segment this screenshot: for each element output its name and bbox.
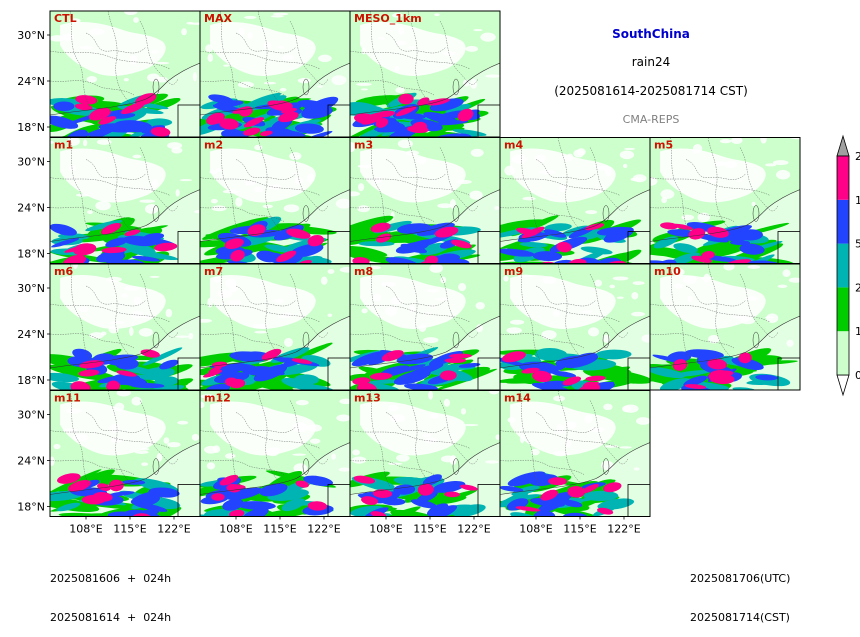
panel-label: m2 [204, 139, 223, 152]
map-panel-meso_1km: MESO_1km [349, 10, 501, 138]
panel-label: MAX [204, 12, 232, 25]
colorbar: 0.1 10 25 50 100 250 [836, 134, 860, 397]
map-panel-max: MAX [199, 10, 351, 138]
panel-label: m9 [504, 265, 523, 278]
map-panel-m10: m10 [649, 263, 801, 391]
ensemble-rainfall-map: CTL MAX MESO_1km m1 m2 m3 m4 m5 m6 m7 m8 m9 m10 m11 m1… [17, 10, 860, 536]
colorbar-under-triangle [836, 374, 850, 397]
lat-tick-label: 30°N [17, 29, 45, 42]
lon-tick-label: 115°E [413, 523, 446, 536]
map-panel-m11: m11 [49, 390, 201, 517]
colorbar-over-triangle [836, 134, 850, 157]
panel-label: m5 [654, 139, 673, 152]
lat-tick-label: 24°N [17, 328, 45, 341]
map-panel-m2: m2 [199, 137, 351, 264]
colorbar-level-label: 50 [855, 238, 860, 251]
lat-tick-label: 18°N [17, 121, 45, 134]
latitude-axis: 30°N 24°N 18°N 30°N 24°N 18°N 30°N 24°N 18°N 30°N… [17, 29, 50, 514]
system-title: CMA-REPS [623, 113, 680, 126]
lon-tick-label: 115°E [563, 523, 596, 536]
map-panel-m1: m1 [49, 137, 201, 264]
colorbar-level-label: 0.1 [855, 369, 860, 382]
period-title: (2025081614-2025081714 CST) [554, 84, 748, 98]
map-panel-m5: m5 [649, 137, 801, 264]
panel-label: m11 [54, 392, 81, 405]
lat-tick-label: 24°N [17, 75, 45, 88]
lat-tick-label: 18°N [17, 501, 45, 514]
longitude-axis: 108°E 115°E 122°E 108°E 115°E 122°E 108°E 115°E… [69, 516, 641, 536]
colorbar-segment [837, 287, 849, 332]
colorbar-segment [837, 331, 849, 375]
panel-label: m8 [354, 265, 373, 278]
map-panel-m4: m4 [499, 137, 651, 264]
panel-grid: CTL MAX MESO_1km m1 m2 m3 m4 m5 m6 m7 m8 m9 m10 m11 m1… [49, 10, 801, 517]
lat-tick-label: 30°N [17, 282, 45, 295]
valid-time-footer: 2025081706(UTC) 2025081714(CST) [690, 546, 790, 637]
panel-label: m3 [354, 139, 373, 152]
panel-label: m1 [54, 139, 73, 152]
colorbar-segment [837, 156, 849, 200]
lon-tick-label: 122°E [607, 523, 640, 536]
lat-tick-label: 30°N [17, 156, 45, 169]
colorbar-segment [837, 243, 849, 288]
map-panel-m3: m3 [349, 137, 501, 264]
init-time-footer: 2025081606 + 024h 2025081614 + 024h [50, 546, 171, 637]
valid-time-utc: 2025081706(UTC) [690, 572, 791, 585]
variable-title: rain24 [632, 55, 671, 69]
panel-label: m13 [354, 392, 381, 405]
map-panel-m13: m13 [349, 390, 501, 517]
valid-time-cst: 2025081714(CST) [690, 611, 790, 624]
lat-tick-label: 18°N [17, 248, 45, 261]
panel-label: m4 [504, 139, 523, 152]
colorbar-level-label: 10 [855, 325, 860, 338]
lat-tick-label: 24°N [17, 455, 45, 468]
panel-label: CTL [54, 12, 77, 25]
lon-tick-label: 122°E [457, 523, 490, 536]
init-time-utc: 2025081606 + 024h [50, 572, 172, 585]
colorbar-level-label: 100 [855, 194, 860, 207]
lon-tick-label: 115°E [113, 523, 146, 536]
lat-tick-label: 24°N [17, 202, 45, 215]
lon-tick-label: 108°E [519, 523, 552, 536]
map-panel-m6: m6 [49, 263, 201, 391]
region-title: SouthChina [612, 27, 690, 41]
panel-label: m7 [204, 265, 223, 278]
map-panel-m8: m8 [349, 263, 501, 391]
lon-tick-label: 115°E [263, 523, 296, 536]
lat-tick-label: 30°N [17, 409, 45, 422]
colorbar-segment [837, 199, 849, 244]
map-panel-m14: m14 [499, 390, 651, 517]
lat-tick-label: 18°N [17, 374, 45, 387]
map-panel-m12: m12 [199, 390, 351, 517]
panel-label: m6 [54, 265, 73, 278]
lon-tick-label: 122°E [157, 523, 190, 536]
map-panel-m9: m9 [499, 263, 651, 391]
lon-tick-label: 108°E [219, 523, 252, 536]
colorbar-level-label: 25 [855, 281, 860, 294]
lon-tick-label: 122°E [307, 523, 340, 536]
lon-tick-label: 108°E [369, 523, 402, 536]
init-time-cst: 2025081614 + 024h [50, 611, 172, 624]
panel-label: m14 [504, 392, 531, 405]
map-panel-m7: m7 [199, 263, 351, 391]
lon-tick-label: 108°E [69, 523, 102, 536]
colorbar-level-label: 250 [855, 150, 860, 163]
panel-label: MESO_1km [354, 12, 422, 25]
panel-label: m12 [204, 392, 231, 405]
map-panel-ctl: CTL [49, 10, 201, 138]
panel-label: m10 [654, 265, 681, 278]
